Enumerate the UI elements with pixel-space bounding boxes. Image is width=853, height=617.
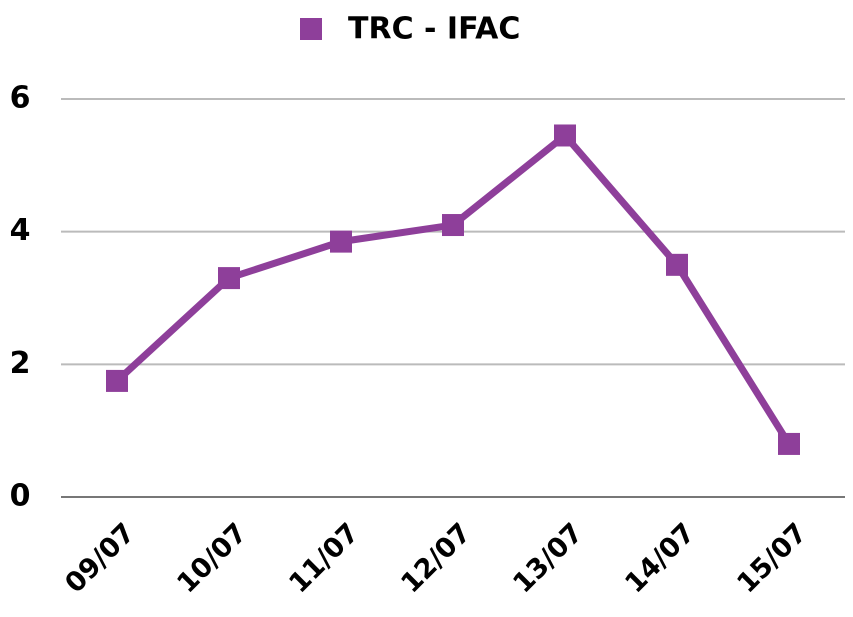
legend-label: TRC - IFAC xyxy=(348,12,520,47)
x-tick-label: 13/07 xyxy=(507,517,589,599)
marker xyxy=(330,230,352,253)
marker xyxy=(554,124,576,147)
marker xyxy=(778,432,800,455)
x-tick-label: 09/07 xyxy=(59,517,141,599)
legend-swatch xyxy=(300,18,322,40)
x-tick-label: 15/07 xyxy=(731,517,813,599)
x-tick-label: 11/07 xyxy=(283,517,365,599)
y-tick-label: 0 xyxy=(10,479,31,514)
y-tick-label: 2 xyxy=(10,346,31,381)
y-tick-label: 6 xyxy=(10,81,31,116)
marker xyxy=(106,369,128,392)
y-tick-label: 4 xyxy=(10,213,31,248)
marker xyxy=(442,214,464,237)
line xyxy=(114,131,792,446)
marker xyxy=(666,253,688,276)
x-tick-label: 12/07 xyxy=(395,517,477,599)
marker xyxy=(218,267,240,290)
x-tick-label: 10/07 xyxy=(171,517,253,599)
x-tick-label: 14/07 xyxy=(619,517,701,599)
